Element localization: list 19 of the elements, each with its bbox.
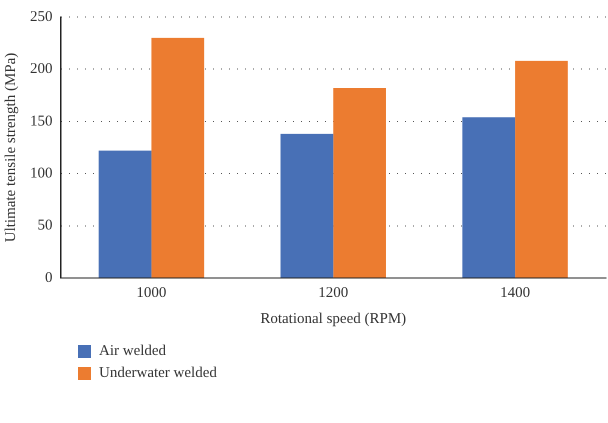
legend-label: Underwater welded (99, 364, 217, 382)
x-tick-label: 1200 (318, 284, 348, 301)
y-tick-label: 250 (30, 8, 52, 25)
y-tick-label: 50 (38, 218, 52, 234)
bar (98, 150, 152, 278)
y-tick-label: 100 (30, 166, 52, 182)
y-axis-title: Ultimate tensile strength (MPa) (2, 52, 19, 242)
bar (280, 134, 334, 278)
bar (515, 60, 568, 278)
x-axis-title: Rotational speed (RPM) (260, 310, 406, 327)
y-tick-label: 0 (45, 270, 52, 286)
y-tick-label: 150 (30, 113, 52, 130)
bar (333, 88, 386, 278)
x-tick-label: 1000 (136, 284, 166, 301)
bar (462, 117, 516, 278)
legend-label: Air welded (99, 342, 166, 360)
x-tick-label: 1400 (500, 284, 530, 301)
bar (151, 38, 204, 278)
y-tick-label: 200 (30, 61, 52, 78)
